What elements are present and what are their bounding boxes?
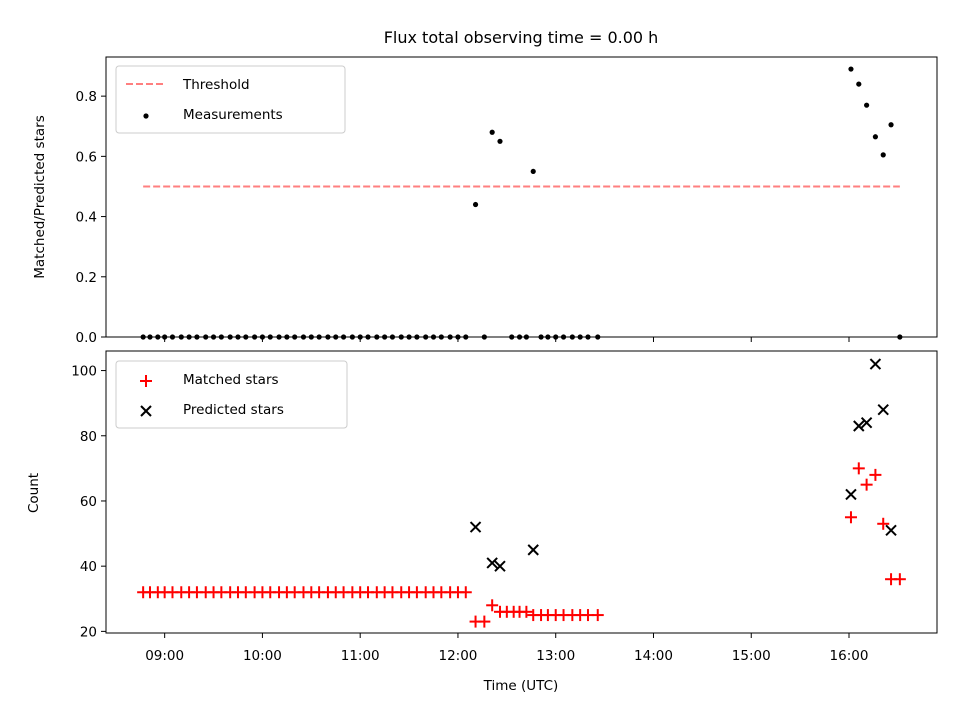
measurement-point (888, 122, 894, 128)
bottom-y-ticks: 20 40 60 80 100 (71, 364, 106, 640)
measurement-point (848, 66, 854, 72)
predicted-star-point (845, 488, 857, 501)
predicted-star-point (877, 403, 889, 416)
bottom-plot-area (137, 358, 906, 628)
bottom-x-tick-label: 09:00 (145, 648, 184, 664)
matched-star-point (459, 586, 472, 599)
bottom-legend: Matched stars Predicted stars (115, 360, 348, 429)
predicted-star-point (853, 420, 865, 432)
bottom-x-tick-label: 11:00 (341, 648, 380, 664)
predicted-legend-label: Predicted stars (183, 402, 284, 418)
matched-star-point (844, 511, 857, 524)
top-panel: 0.00.20.40.60.8 Matched/Predicted stars … (32, 56, 938, 346)
bottom-x-ticks: 09:00 10:00 11:00 12:00 13:00 14:00 15:00 16:00 (145, 633, 868, 664)
measurement-point (872, 134, 879, 140)
bottom-y-axis-label: Count (26, 473, 42, 513)
top-legend-box (115, 65, 346, 134)
x-axis-label: Time (UTC) (483, 678, 559, 694)
measurements-legend-swatch (143, 113, 149, 119)
top-legend: Threshold Measurements (115, 65, 346, 134)
matched-star-point (877, 517, 890, 530)
measurements-legend-label: Measurements (183, 107, 283, 123)
matched-star-point (893, 573, 906, 586)
top-y-ticks: 0.0 0.2 0.4 0.6 0.8 (76, 89, 106, 346)
predicted-star-point (486, 557, 498, 569)
matched-star-point (852, 462, 865, 475)
matched-legend-swatch (140, 375, 152, 387)
measurement-point (472, 201, 479, 208)
top-x-ticks (164, 337, 850, 342)
top-y-tick-label: 0.2 (76, 270, 97, 286)
bottom-y-tick-label: 80 (80, 429, 97, 445)
measurement-point (880, 152, 886, 158)
predicted-star-point (469, 521, 482, 533)
top-y-tick-label: 0.6 (76, 149, 97, 165)
predicted-star-point (527, 544, 539, 556)
threshold-legend-label: Threshold (182, 77, 250, 93)
bottom-legend-box (115, 360, 348, 429)
bottom-y-tick-label: 100 (71, 364, 97, 380)
predicted-star-point (494, 560, 506, 572)
bottom-x-tick-label: 14:00 (634, 648, 673, 664)
bottom-x-tick-label: 13:00 (536, 648, 575, 664)
chart-title: Flux total observing time = 0.00 h (384, 28, 659, 47)
matched-star-point (486, 599, 499, 612)
bottom-panel: 20 40 60 80 100 09:00 10:00 11:00 12:00 13:00 14:… (26, 350, 938, 694)
bottom-x-tick-label: 12:00 (438, 648, 477, 664)
top-y-axis-label: Matched/Predicted stars (32, 115, 48, 278)
measurement-point (497, 138, 503, 144)
bottom-x-tick-label: 15:00 (732, 648, 771, 664)
bottom-y-tick-label: 20 (80, 624, 97, 640)
matched-star-point (520, 605, 533, 618)
bottom-y-tick-label: 40 (80, 559, 97, 575)
measurement-point (856, 81, 862, 87)
matched-star-point (591, 609, 604, 622)
matched-legend-label: Matched stars (183, 372, 279, 388)
matched-star-point (478, 615, 491, 628)
predicted-legend-swatch (140, 405, 152, 417)
measurement-point (489, 129, 495, 135)
matched-star-point (860, 478, 873, 491)
matched-star-point (869, 468, 882, 481)
predicted-star-point (869, 358, 882, 370)
bottom-y-tick-label: 60 (80, 494, 97, 510)
top-axes-frame (105, 56, 938, 338)
bottom-x-tick-label: 16:00 (830, 648, 869, 664)
measurement-point (864, 102, 870, 108)
top-y-tick-label: 0.4 (76, 210, 97, 226)
predicted-star-point (885, 524, 897, 537)
bottom-x-tick-label: 10:00 (243, 648, 282, 664)
predicted-star-point (860, 417, 873, 429)
top-y-tick-label: 0.0 (76, 330, 97, 346)
top-y-tick-label: 0.8 (76, 89, 97, 105)
bottom-axes-frame (105, 350, 938, 634)
measurement-point (530, 168, 536, 175)
